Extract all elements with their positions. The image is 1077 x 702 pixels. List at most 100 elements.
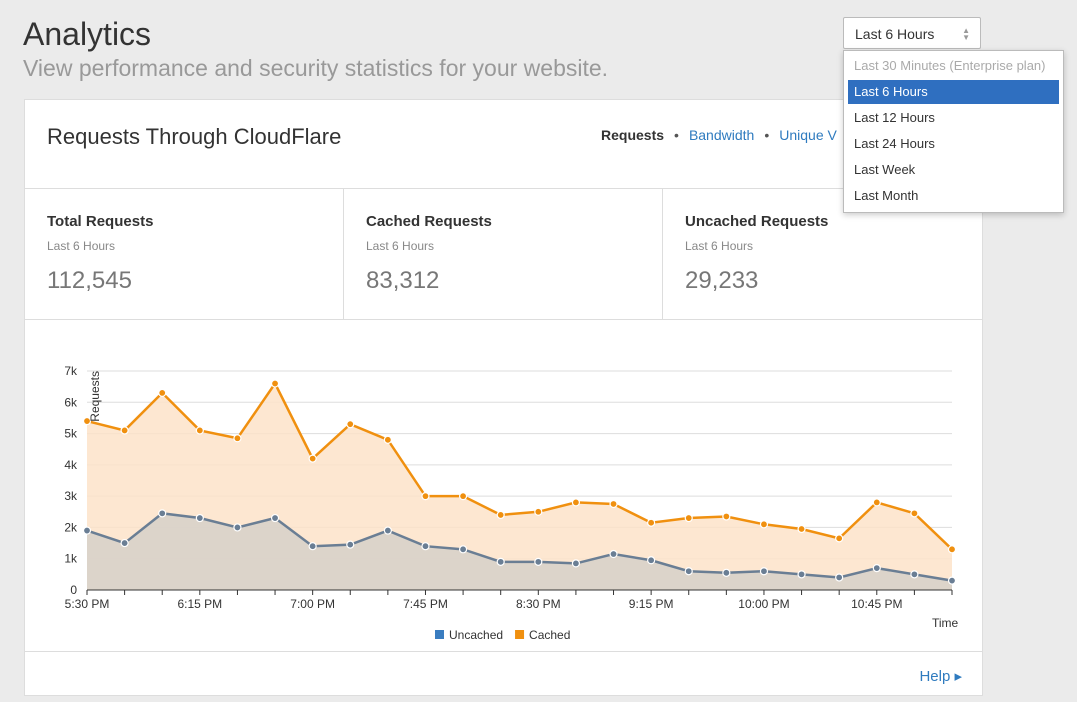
stat-box: Uncached Requests Last 6 Hours 29,233	[663, 189, 981, 320]
stat-period: Last 6 Hours	[366, 239, 435, 253]
stat-value: 83,312	[366, 267, 440, 294]
x-tick-label: 6:15 PM	[177, 597, 222, 611]
y-tick-label: 2k	[64, 520, 78, 534]
area	[87, 513, 952, 590]
point	[797, 524, 806, 534]
x-tick-label: 7:00 PM	[290, 597, 335, 611]
point	[759, 567, 769, 576]
point	[383, 526, 392, 535]
time-menu: Last 30 Minutes (Enterprise plan) Last 6 …	[843, 50, 1064, 213]
tab-separator: •	[674, 127, 679, 143]
point	[158, 509, 167, 518]
menu-option[interactable]: Last 6 Hours	[848, 80, 1059, 104]
point	[158, 388, 167, 398]
point	[120, 426, 129, 435]
legend-label: Cached	[529, 628, 570, 642]
y-tick-label: 3k	[64, 489, 78, 503]
point	[195, 426, 204, 435]
menu-option[interactable]: Last 24 Hours	[854, 136, 935, 151]
stat-period: Last 6 Hours	[685, 239, 754, 253]
x-tick-label: 9:15 PM	[629, 597, 674, 611]
point	[797, 570, 806, 579]
point	[195, 513, 204, 523]
x-axis-label: Time	[932, 616, 959, 630]
card: Requests Through CloudFlare Requests • Ban…	[24, 99, 983, 696]
x-tick-label: 5:30 PM	[65, 597, 110, 611]
point	[383, 435, 392, 444]
stat-label: Cached Requests	[366, 213, 492, 230]
y-tick-label: 5k	[64, 427, 78, 441]
select-arrows: ▲ ▼	[962, 26, 970, 42]
menu-option[interactable]: Last 12 Hours	[854, 110, 935, 125]
tab-separator: •	[764, 127, 770, 143]
point	[722, 568, 731, 577]
x-tick-label: 7:45 PM	[403, 597, 448, 611]
point	[308, 542, 317, 551]
stat-box: Total Requests Last 6 Hours 112,545	[25, 189, 343, 320]
point	[609, 549, 618, 559]
stat-value: 29,233	[685, 267, 759, 294]
point	[458, 492, 468, 501]
line	[86, 381, 953, 551]
point	[872, 498, 881, 507]
stat-box: Cached Requests Last 6 Hours 83,312	[344, 189, 662, 320]
point	[684, 567, 693, 576]
x-tick-label: 8:30 PM	[516, 597, 561, 611]
x-tick-label: 10:00 PM	[738, 597, 789, 611]
point	[759, 520, 769, 529]
point	[534, 557, 543, 566]
tab[interactable]: Bandwidth	[688, 127, 755, 143]
point	[647, 556, 656, 565]
chart: 0 1k 2k 3k 4k 5k 6k 7k 5:30 PM 6:15 PM 7:00 PM 7:45…	[64, 364, 959, 642]
point	[233, 523, 242, 532]
legend-label: Uncached	[449, 628, 503, 642]
menu-option[interactable]: Last Week	[854, 162, 916, 177]
y-tick-label: 7k	[64, 364, 78, 378]
point	[458, 545, 468, 554]
point	[346, 420, 355, 429]
divider	[343, 189, 344, 320]
y-tick-label: 6k	[64, 395, 78, 409]
point	[421, 542, 430, 551]
time-select[interactable]: Last 6 Hours ▲ ▼	[843, 17, 981, 49]
point	[571, 559, 581, 568]
stat-value: 112,545	[47, 267, 132, 294]
tabs: Requests • Bandwidth • Unique V	[601, 127, 837, 143]
point	[496, 510, 505, 520]
stat-label: Uncached Requests	[685, 213, 829, 230]
point	[910, 570, 919, 579]
point	[82, 526, 92, 535]
point	[82, 416, 92, 426]
point	[835, 534, 844, 543]
point	[947, 545, 957, 554]
legend-swatch	[435, 630, 444, 639]
menu-option[interactable]: Last Month	[854, 188, 919, 203]
menu-option: Last 30 Minutes (Enterprise plan)	[854, 58, 1046, 73]
stat-label: Total Requests	[47, 213, 154, 230]
point	[534, 507, 543, 516]
point	[421, 492, 430, 501]
help-link[interactable]: Help ▸	[919, 668, 962, 685]
point	[684, 513, 693, 523]
tab[interactable]: Unique V	[779, 127, 837, 143]
point	[947, 576, 957, 585]
divider	[25, 319, 982, 320]
point	[910, 509, 919, 518]
point	[496, 557, 505, 566]
divider	[25, 188, 982, 189]
point	[346, 540, 355, 549]
legend-swatch	[515, 630, 525, 639]
point	[647, 518, 656, 527]
point	[872, 564, 881, 573]
point	[270, 379, 280, 388]
y-tick-label: 4k	[64, 458, 78, 472]
card-title: Requests Through CloudFlare	[47, 124, 342, 149]
divider	[662, 189, 663, 320]
point	[308, 454, 317, 463]
y-tick-label: 1k	[64, 552, 78, 566]
y-axis-label: Requests	[88, 371, 102, 422]
select-value: Last 6 Hours	[855, 26, 935, 42]
tab[interactable]: Requests	[601, 127, 665, 143]
point	[120, 538, 129, 548]
